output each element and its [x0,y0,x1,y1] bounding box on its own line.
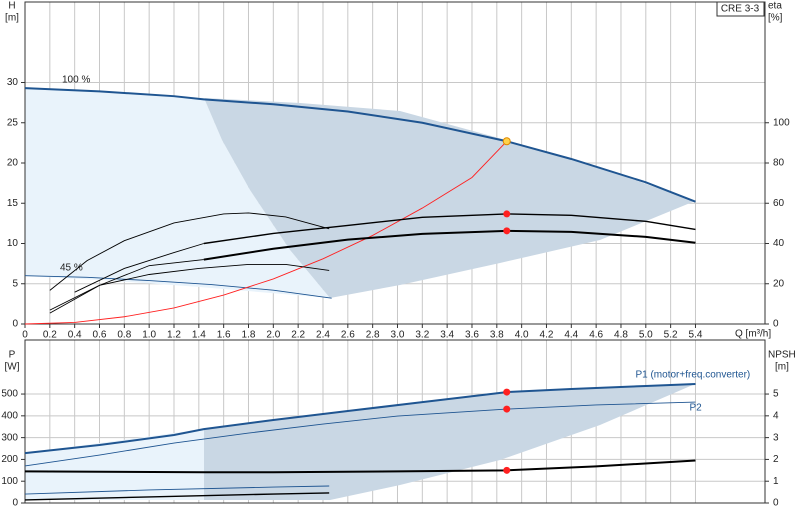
y-tick-label: 20 [7,158,19,169]
light-range [25,429,204,500]
annotation: 100 % [62,75,90,86]
y-tick-label: 5 [12,278,18,289]
y2-tick-label: 4 [773,410,779,421]
x-tick-label: 5.2 [664,330,678,341]
y2-tick-label: 0 [773,498,779,509]
duty-point [503,405,511,413]
y-tick-label: 100 [1,476,18,487]
x-tick-label: 5.0 [639,330,653,341]
x-tick-label: 5.4 [689,330,703,341]
x-tick-label: 3.6 [465,330,479,341]
y2-tick-label: 40 [773,238,785,249]
curve [24,87,696,203]
curve [24,401,696,467]
curve [24,275,332,299]
y-tick-label: 30 [7,77,19,88]
x-label: Q [m³/h] [735,329,771,340]
curve [74,243,204,293]
curve [49,212,330,291]
y2-tick-label: 80 [773,158,785,169]
y-tick-label: 15 [7,198,19,209]
y2-tick-label: 1 [773,476,779,487]
x-tick-label: 0.8 [117,330,131,341]
curve [49,259,204,314]
y-unit: [W] [5,362,20,373]
x-tick-label: 4.8 [614,330,628,341]
curve [24,383,696,455]
y-tick-label: 25 [7,117,19,128]
y2-tick-label: 5 [773,389,779,400]
x-tick-label: 2.6 [341,330,355,341]
x-tick-label: 1.2 [167,330,181,341]
duty-point [503,388,511,396]
duty-point [502,137,511,146]
y2-unit: [%] [768,13,783,24]
annotation: 45 % [60,263,83,274]
curve [24,140,508,325]
y2-label: eta [768,1,782,12]
y2-tick-label: 2 [773,454,779,465]
curve [203,213,696,245]
y2-tick-label: 60 [773,198,785,209]
curve [24,485,330,495]
y2-label: NPSH [768,350,796,361]
x-tick-label: 1.6 [217,330,231,341]
x-tick-label: 4.2 [540,330,554,341]
x-tick-label: 2.0 [266,330,280,341]
x-tick-label: 1.0 [142,330,156,341]
x-tick-label: 1.4 [192,330,206,341]
x-tick-label: 3.8 [490,330,504,341]
curve [203,229,696,261]
x-tick-label: 0.6 [93,330,107,341]
x-tick-label: 0.4 [68,330,82,341]
model-box [716,1,765,17]
x-tick-label: 4.6 [589,330,603,341]
y-tick-label: 400 [1,410,18,421]
x-tick-label: 2.8 [366,330,380,341]
y-tick-label: 10 [7,238,19,249]
x-tick-label: 0.2 [43,330,57,341]
y-label: H [8,1,15,12]
y2-tick-label: 20 [773,278,785,289]
x-tick-label: 4.0 [515,330,529,341]
x-tick-label: 1.8 [242,330,256,341]
y-tick-label: 200 [1,454,18,465]
y-unit: [m] [5,13,19,24]
x-tick-label: 0 [22,330,28,341]
y2-unit: [m] [775,362,789,373]
curve [24,459,696,474]
x-tick-label: 3.0 [391,330,405,341]
operating-range [204,98,695,298]
y2-tick-label: 0 [773,319,779,330]
x-tick-label: 3.2 [415,330,429,341]
y2-tick-label: 100 [773,117,790,128]
curve [24,492,330,501]
plot-frame [24,339,766,504]
x-tick-label: 4.4 [564,330,578,341]
y2-tick-label: 3 [773,432,779,443]
duty-point [503,466,511,474]
series-label: P1 (motor+freq.converter) [635,370,750,381]
y-tick-label: 0 [12,498,18,509]
light-range [25,87,330,298]
series-label: P2 [689,403,702,414]
duty-point [503,210,511,218]
y-tick-label: 0 [12,319,18,330]
y-tick-label: 500 [1,389,18,400]
x-tick-label: 3.4 [440,330,454,341]
x-tick-label: 2.2 [291,330,305,341]
model-label: CRE 3-3 [721,4,760,15]
y-tick-label: 300 [1,432,18,443]
y-label: P [9,350,16,361]
x-tick-label: 2.4 [316,330,330,341]
duty-point [503,227,511,235]
curve [49,263,330,311]
